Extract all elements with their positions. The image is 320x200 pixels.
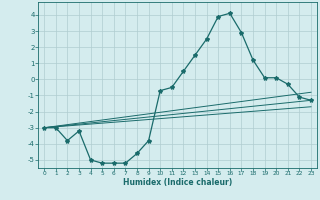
X-axis label: Humidex (Indice chaleur): Humidex (Indice chaleur) [123,178,232,187]
